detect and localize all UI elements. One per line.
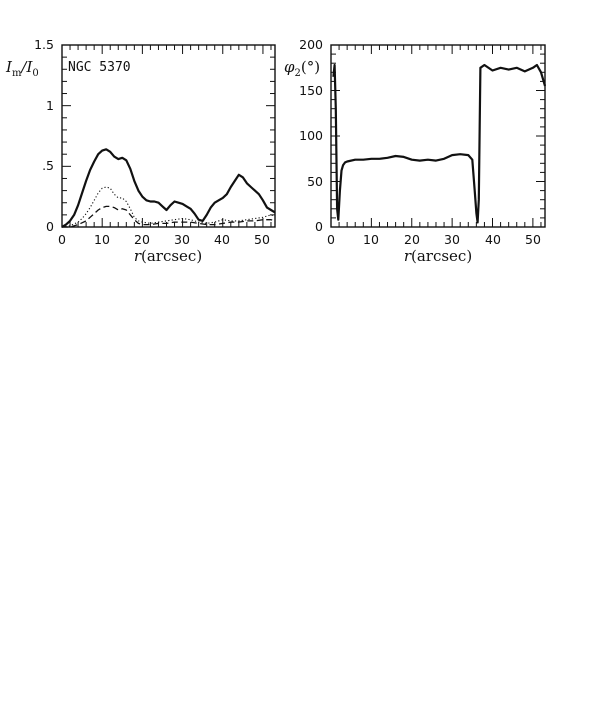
- x-axis-label-unit: (arcsec): [141, 247, 202, 265]
- x-tick-label: 30: [174, 232, 190, 247]
- plot-frame: [61, 44, 276, 228]
- x-tick-label: 50: [525, 232, 541, 247]
- series-line-dotted: [61, 186, 276, 228]
- phase-panel: 0 50 100 150 200 0 10 20 30 40 50 φ2(°) …: [284, 37, 547, 265]
- y-tick-label: 50: [307, 174, 323, 189]
- y-axis-label: Im/I0: [5, 58, 39, 79]
- x-tick-label: 40: [485, 232, 501, 247]
- y-axis-label-sub: m: [12, 68, 22, 79]
- series-line-solid: [61, 148, 276, 228]
- x-tick-label: 0: [327, 232, 335, 247]
- x-axis-label-r: r: [404, 247, 412, 265]
- x-tick-label: 20: [134, 232, 150, 247]
- x-axis-label: r(arcsec): [134, 247, 202, 265]
- x-axis-label: r(arcsec): [404, 247, 472, 265]
- y-tick-label: 0: [46, 219, 54, 234]
- y-tick-label: 0: [315, 219, 323, 234]
- axis-ticks: [61, 44, 275, 228]
- series-layer: [332, 63, 547, 224]
- x-axis-label-r: r: [134, 247, 142, 265]
- axis-ticks: [330, 44, 545, 228]
- amplitude-panel: 0 .5 1 1.5 0 10 20 30 40 50 Im/I0 NGC 53…: [5, 37, 276, 265]
- x-tick-label: 20: [404, 232, 420, 247]
- series-line-solid: [332, 63, 547, 224]
- y-tick-label: 100: [299, 128, 323, 143]
- series-layer: [61, 148, 276, 228]
- y-tick-label: 1: [46, 98, 54, 113]
- x-tick-label: 10: [94, 232, 110, 247]
- x-tick-label: 0: [58, 232, 66, 247]
- y-tick-label: .5: [42, 158, 54, 173]
- x-tick-label: 50: [254, 232, 270, 247]
- galaxy-name: NGC 5370: [68, 60, 131, 75]
- x-axis-label-unit: (arcsec): [411, 247, 472, 265]
- y-tick-label: 1.5: [34, 37, 54, 52]
- y-tick-label: 150: [299, 83, 323, 98]
- plot-frame: [330, 44, 546, 228]
- y-tick-label: 200: [299, 37, 323, 52]
- x-tick-label: 40: [214, 232, 230, 247]
- x-tick-label: 30: [444, 232, 460, 247]
- y-axis-label: φ2(°): [284, 58, 320, 79]
- series-line-dashed: [62, 205, 276, 228]
- x-tick-label: 10: [363, 232, 379, 247]
